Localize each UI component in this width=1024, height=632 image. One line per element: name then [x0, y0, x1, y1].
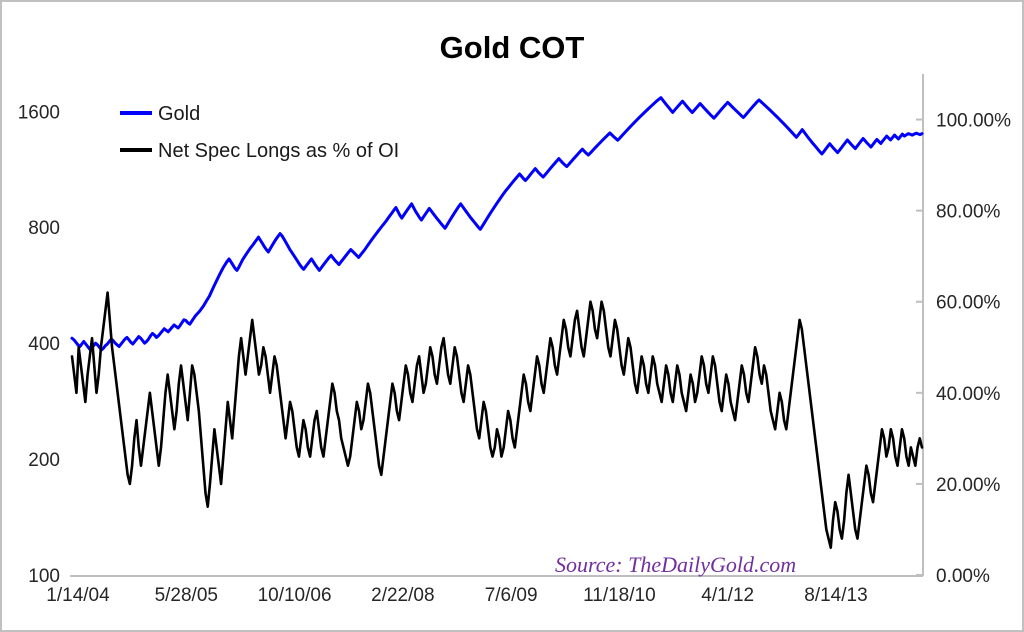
legend-label-gold: Gold [158, 103, 200, 125]
x-axis-tick-label: 7/6/09 [485, 585, 538, 606]
left-axis-tick-label: 800 [28, 218, 60, 239]
x-axis-tick-label: 1/14/04 [46, 585, 110, 606]
right-axis: 100.00% 80.00% 60.00% 40.00% 20.00% 0.00% [916, 74, 1011, 587]
x-axis-tick-label: 11/18/10 [583, 585, 656, 606]
left-axis-tick-label: 400 [28, 334, 60, 355]
left-axis-tick-label: 100 [28, 566, 60, 587]
right-axis-tick-label: 100.00% [936, 111, 1011, 132]
left-axis-tick-label: 1600 [18, 102, 60, 123]
right-axis-tick-label: 40.00% [936, 384, 1001, 405]
x-axis: 1/14/04 5/28/05 10/10/06 2/22/08 7/6/09 11/18… [46, 575, 923, 606]
chart-title: Gold COT [440, 30, 585, 65]
series-line-net-spec-longs [70, 291, 924, 549]
x-axis-tick-label: 2/22/08 [371, 585, 434, 606]
chart-legend: Gold Net Spec Longs as % of OI [120, 103, 399, 162]
left-axis: 1600 800 400 200 100 [18, 102, 60, 587]
left-axis-tick-label: 200 [28, 450, 60, 471]
right-axis-tick-label: 0.00% [936, 566, 990, 587]
x-axis-tick-label: 4/1/12 [701, 585, 754, 606]
legend-label-net-spec-longs: Net Spec Longs as % of OI [158, 140, 399, 162]
x-axis-tick-label: 10/10/06 [258, 585, 332, 606]
right-axis-tick-label: 80.00% [936, 202, 1001, 223]
source-attribution: Source: TheDailyGold.com [555, 552, 796, 577]
right-axis-tick-label: 20.00% [936, 475, 1001, 496]
x-axis-tick-label: 8/14/13 [804, 585, 867, 606]
x-axis-tick-label: 5/28/05 [155, 585, 218, 606]
plot-area [70, 96, 924, 549]
series-line-gold [70, 96, 924, 352]
right-axis-tick-label: 60.00% [936, 293, 1001, 314]
